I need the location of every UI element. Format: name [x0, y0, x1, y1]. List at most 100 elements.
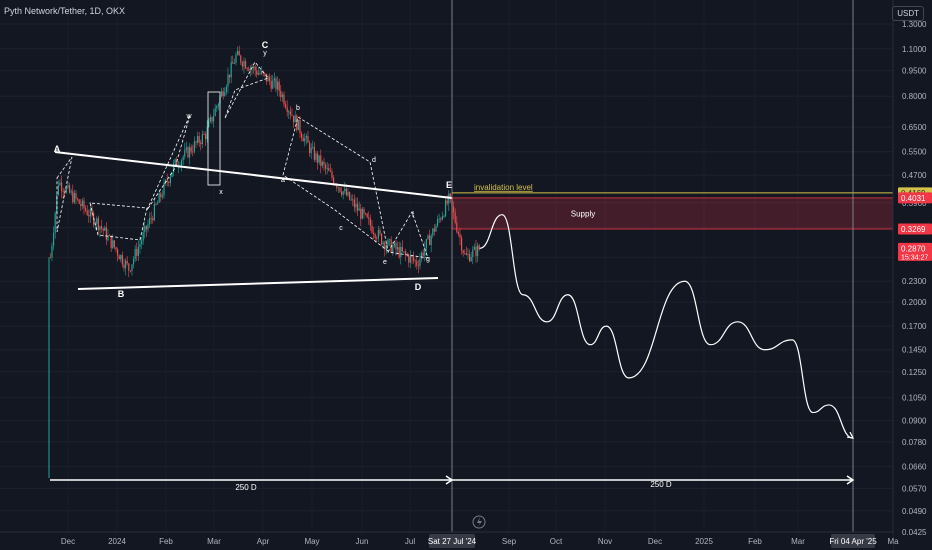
price-tick: 0.6500 [902, 123, 927, 132]
candle-body [137, 247, 139, 256]
currency-button[interactable]: USDT [892, 6, 924, 21]
candle-body [401, 246, 403, 252]
candle-body [206, 126, 208, 140]
candle-body [73, 193, 75, 203]
candle-body [299, 119, 301, 134]
candle-body [49, 257, 51, 259]
candle-body [371, 225, 373, 233]
candle-body [456, 222, 458, 232]
time-tick: Feb [748, 537, 762, 546]
candle-body [377, 229, 379, 239]
candle-body [395, 243, 397, 250]
time-highlight: Fri 04 Apr '25 [829, 537, 877, 546]
candle-body [339, 187, 341, 192]
candle-body [160, 193, 162, 198]
candle-body [216, 106, 218, 109]
candle-body [222, 91, 224, 97]
candle-body [278, 81, 280, 91]
supply-label: Supply [571, 209, 595, 218]
candle-body [452, 206, 455, 213]
price-tick: 0.0570 [902, 484, 927, 493]
candle-body [369, 218, 371, 226]
candle-body [139, 243, 141, 248]
candle-body [465, 253, 467, 255]
time-tick: Mar [207, 537, 221, 546]
time-tick: Dec [61, 537, 75, 546]
candle-body [268, 76, 271, 81]
candle-body [62, 191, 64, 192]
candle-body [404, 251, 407, 255]
candle-body [169, 176, 171, 183]
price-axis[interactable]: 1.3000 1.1000 0.9500 0.8000 0.6500 0.5500 0.47… [892, 0, 932, 550]
candle-body [57, 185, 59, 195]
candle-body [273, 78, 275, 81]
candle-body [236, 50, 239, 55]
candle-body [91, 208, 93, 214]
candle-body [320, 155, 322, 166]
candle-body [352, 199, 354, 201]
candle-body [190, 147, 192, 152]
candle-body [145, 225, 147, 230]
candle-body [78, 199, 80, 204]
candle-body [59, 182, 61, 186]
wave-point-e: E [446, 180, 452, 190]
candle-body [208, 121, 210, 127]
price-tick: 0.4700 [902, 171, 927, 180]
supply-zone[interactable]: Supply invalidation level [451, 183, 894, 230]
candle-body [336, 184, 338, 188]
candle-body [345, 188, 347, 196]
candle-body [464, 253, 466, 254]
wave-point-b: b [296, 105, 300, 112]
price-tick: 0.2300 [902, 277, 927, 286]
candle-body [433, 228, 435, 232]
candle-body [198, 136, 200, 143]
candle-body [315, 153, 317, 160]
projection-path[interactable] [472, 214, 855, 529]
wave-point-c: c [339, 225, 343, 232]
candle-body [408, 255, 410, 263]
price-label-countdown: 15:34:27 [901, 254, 928, 261]
candle-body [436, 218, 439, 226]
wave-channel [282, 116, 389, 252]
candle-body [140, 240, 143, 244]
candle-body [248, 68, 250, 71]
wave-channel [56, 156, 73, 233]
candle-body [100, 226, 103, 229]
candle-body [84, 208, 87, 211]
supply-zone-rect [451, 197, 894, 230]
candle-body [211, 117, 213, 122]
candle-body [227, 74, 229, 87]
candle-body [355, 203, 357, 208]
candle-body [321, 161, 323, 166]
candle-body [382, 242, 384, 245]
drawings[interactable]: 250 D 250 D A B C D Ew x y a b c d e f g [50, 0, 855, 532]
wave-point-g: g [426, 256, 430, 263]
candle-body [128, 263, 130, 271]
candle-body [116, 249, 119, 256]
time-tick: May [304, 537, 319, 546]
candle-body [233, 63, 235, 64]
price-axis-bg [893, 0, 932, 550]
range-label-1: 250 D [235, 483, 257, 492]
candle-body [430, 235, 432, 246]
candle-body [209, 117, 211, 122]
candle-body [384, 242, 386, 250]
candles [48, 45, 480, 478]
time-tick: Ma [887, 537, 899, 546]
price-tick: 0.9500 [902, 67, 927, 76]
candle-body [201, 134, 203, 145]
candle-body [54, 213, 56, 233]
candle-body [385, 245, 387, 250]
grid-lines [0, 23, 893, 533]
candle-body [104, 227, 106, 231]
time-tick: Feb [159, 537, 173, 546]
candle-body [214, 108, 216, 116]
candle-body [68, 185, 71, 193]
candle-body [396, 247, 399, 250]
candle-body [136, 249, 138, 256]
candle-body [131, 264, 133, 272]
time-axis[interactable]: Dec 2024 Feb Mar Apr May Jun Jul Sep Oct Nov Dec 202… [0, 531, 899, 550]
invalidation-label: invalidation level [474, 183, 533, 192]
candle-body [200, 142, 202, 145]
